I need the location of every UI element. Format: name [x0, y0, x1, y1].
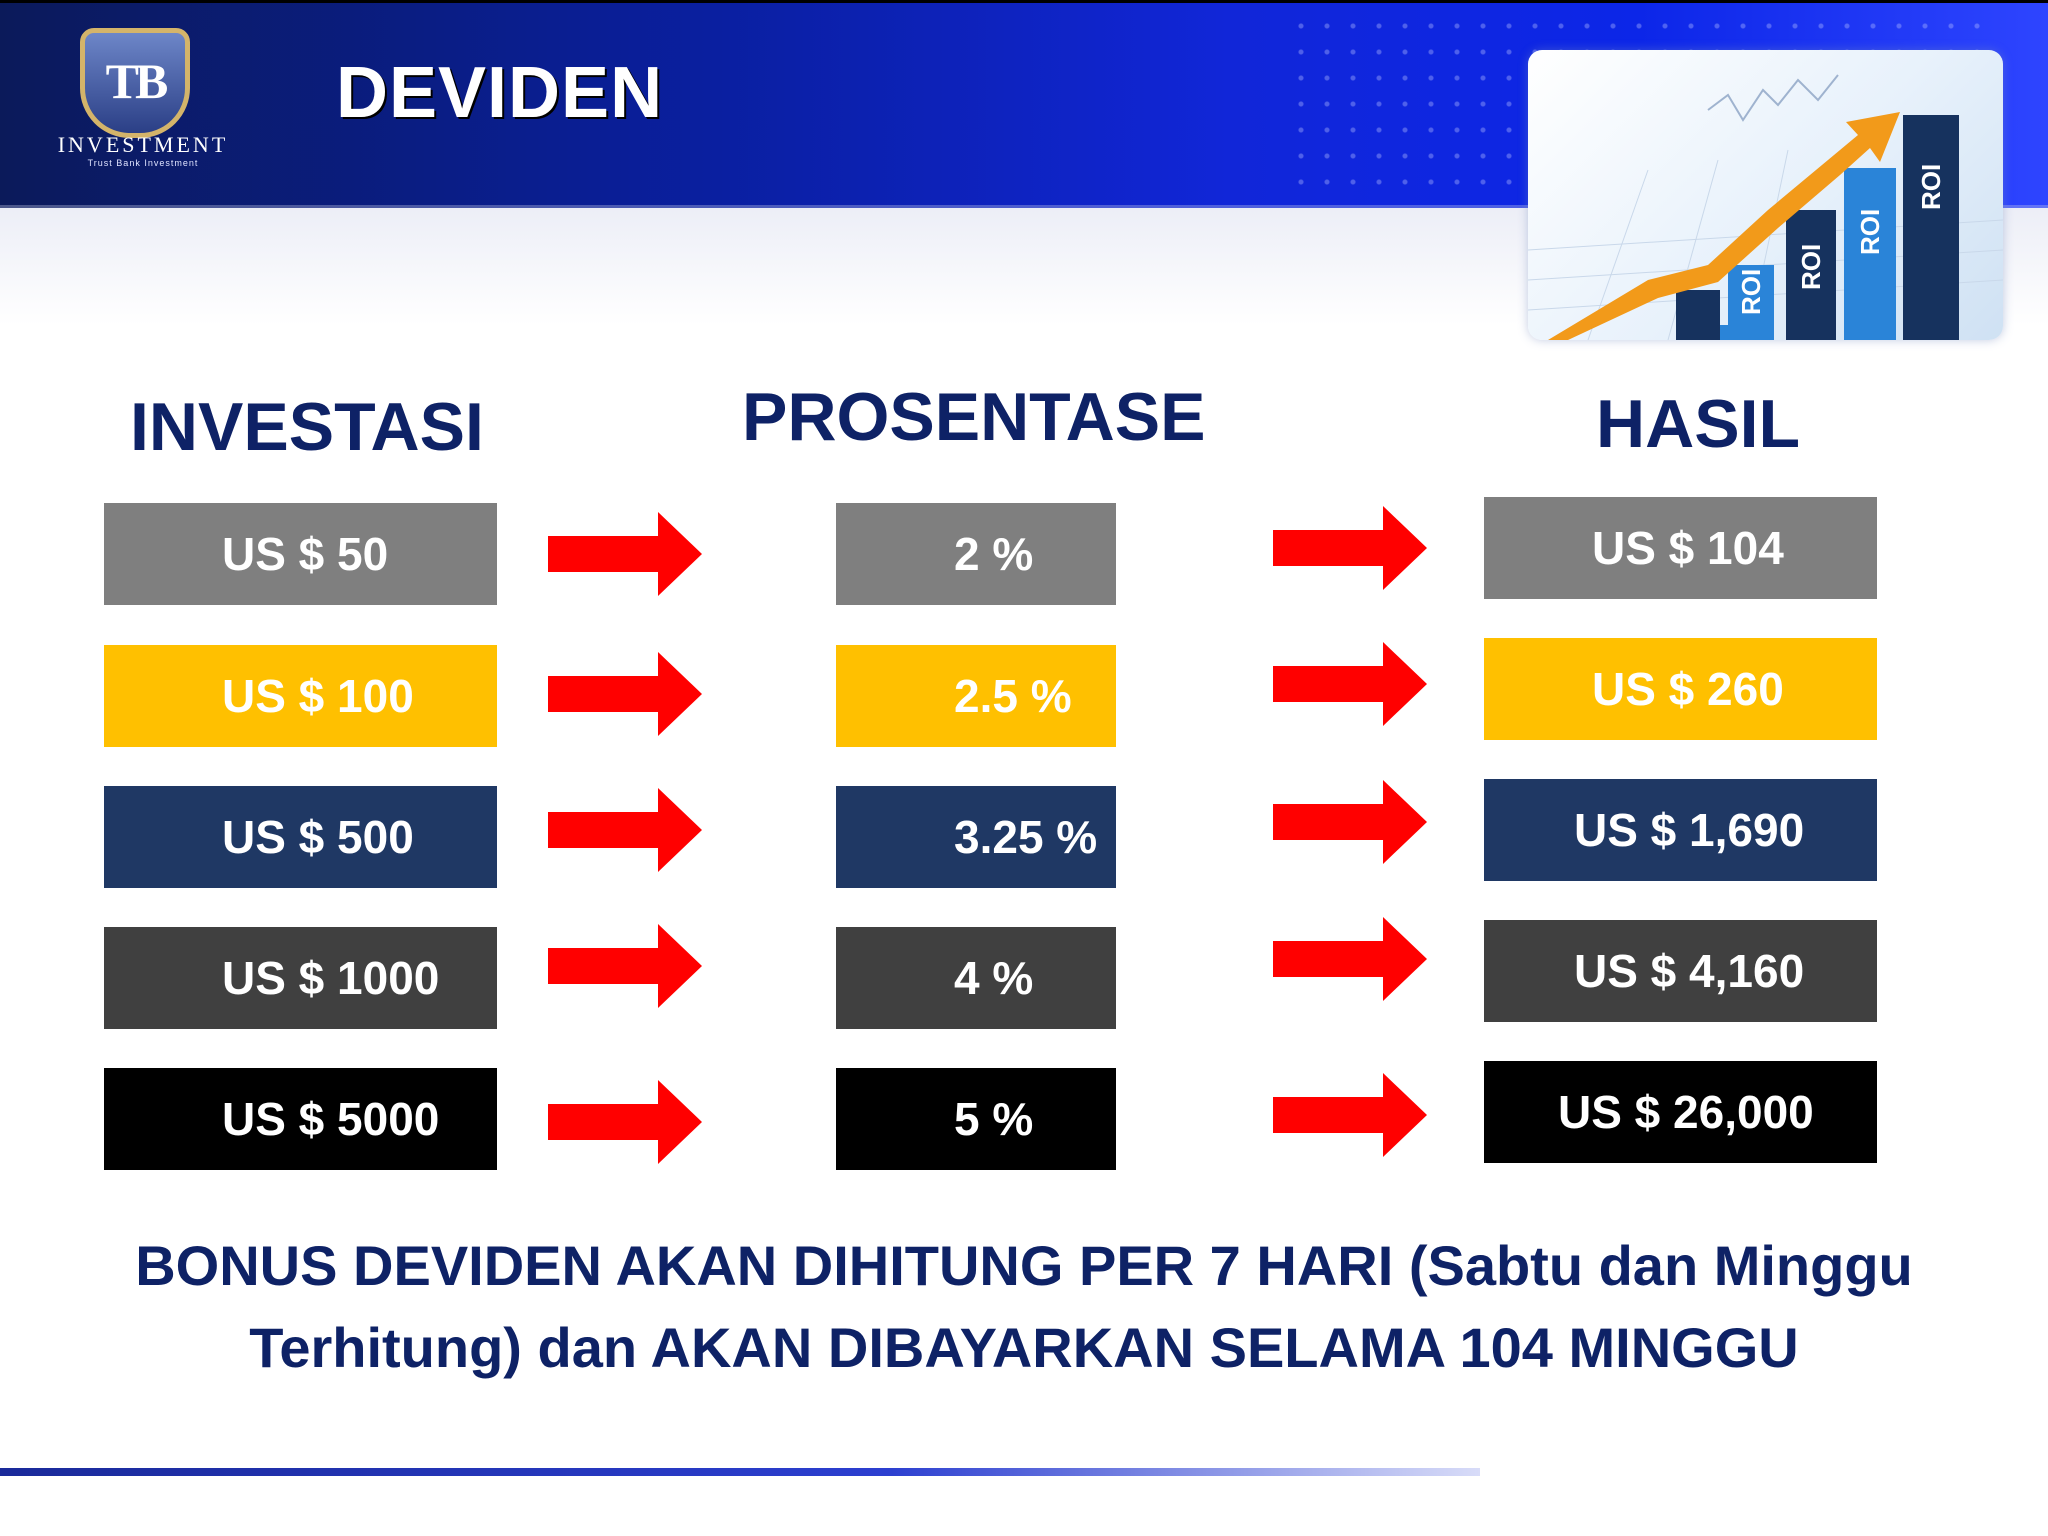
roi-label-1: ROI: [1736, 269, 1766, 315]
page-title: DEVIDEN: [336, 53, 664, 133]
red-arrow-icon: [1273, 1073, 1427, 1157]
red-arrow-icon: [1273, 780, 1427, 864]
hasil-cell: US $ 1,690: [1484, 779, 1877, 881]
roi-bar-3: [1728, 265, 1774, 340]
roi-growth-image: ROI ROI ROI ROI: [1528, 50, 2003, 340]
dividend-note-line-2: Terhitung) dan AKAN DIBAYARKAN SELAMA 10…: [249, 1316, 1799, 1379]
column-heading-investasi: INVESTASI: [130, 389, 484, 465]
roi-label-4: ROI: [1916, 164, 1946, 210]
logo-tagline: Trust Bank Investment: [87, 158, 199, 168]
red-arrow-icon: [548, 788, 702, 872]
red-arrow-icon: [548, 512, 702, 596]
roi-label-2: ROI: [1796, 244, 1826, 290]
logo-shield-icon: TB: [80, 28, 190, 138]
prosentase-cell: 2.5 %: [836, 645, 1116, 747]
logo-wordmark: INVESTMENT: [57, 132, 229, 157]
investasi-cell: US $ 1000: [104, 927, 497, 1029]
red-arrow-icon: [548, 652, 702, 736]
prosentase-cell: 3.25 %: [836, 786, 1116, 888]
red-arrow-icon: [548, 1080, 702, 1164]
dividend-note-line-1: BONUS DEVIDEN AKAN DIHITUNG PER 7 HARI (…: [135, 1234, 1913, 1297]
column-heading-prosentase: PROSENTASE: [742, 379, 1206, 455]
investasi-cell: US $ 100: [104, 645, 497, 747]
red-arrow-icon: [1273, 506, 1427, 590]
roi-chart-illustration: ROI ROI ROI ROI: [1528, 74, 2003, 340]
prosentase-cell: 5 %: [836, 1068, 1116, 1170]
roi-label-3: ROI: [1855, 209, 1885, 255]
prosentase-cell: 4 %: [836, 927, 1116, 1029]
red-arrow-icon: [1273, 917, 1427, 1001]
growth-arrow-icon: [1548, 112, 1900, 340]
investasi-cell: US $ 50: [104, 503, 497, 605]
roi-bar-5: [1844, 168, 1896, 340]
hasil-cell: US $ 4,160: [1484, 920, 1877, 1022]
red-arrow-icon: [548, 924, 702, 1008]
roi-bar-2: [1676, 290, 1720, 340]
investasi-cell: US $ 500: [104, 786, 497, 888]
investasi-cell: US $ 5000: [104, 1068, 497, 1170]
roi-bar-4: [1786, 210, 1836, 340]
roi-bar-6: [1903, 115, 1959, 340]
prosentase-cell: 2 %: [836, 503, 1116, 605]
hasil-cell: US $ 104: [1484, 497, 1877, 599]
hasil-cell: US $ 26,000: [1484, 1061, 1877, 1163]
hasil-cell: US $ 260: [1484, 638, 1877, 740]
dividend-note: BONUS DEVIDEN AKAN DIHITUNG PER 7 HARI (…: [60, 1225, 1988, 1389]
company-logo: TB INVESTMENT Trust Bank Investment: [38, 28, 248, 178]
bottom-divider: [0, 1468, 1480, 1476]
column-heading-hasil: HASIL: [1596, 386, 1800, 462]
red-arrow-icon: [1273, 642, 1427, 726]
